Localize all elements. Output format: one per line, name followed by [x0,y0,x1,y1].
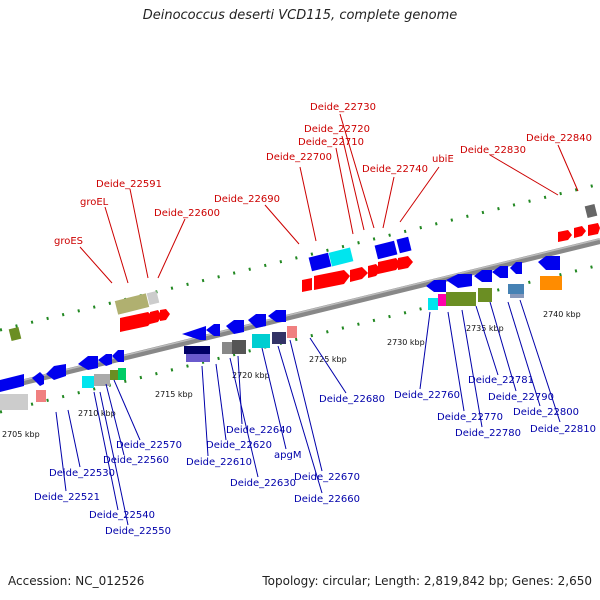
gene-label: Deide_22521 [34,492,100,503]
gene-label: Deide_22800 [513,407,579,418]
gene-label: Deide_22550 [105,526,171,537]
gene-label: Deide_22700 [266,152,332,163]
gene-label: Deide_22630 [230,478,296,489]
gene-label: apgM [274,450,301,461]
gene-label: Deide_22690 [214,194,280,205]
gene-label: Deide_22680 [319,394,385,405]
accession-text: Accession: NC_012526 [8,574,145,588]
gene-label: Deide_22830 [460,145,526,156]
gene-label: Deide_22640 [226,425,292,436]
gene-label: Deide_22530 [49,468,115,479]
lower-strand-genes [0,256,562,410]
upper-strand-genes [8,203,600,342]
gene-label: Deide_22730 [310,102,376,113]
kbp-label: 2725 kbp [309,355,347,364]
gene-label: Deide_22560 [103,455,169,466]
kbp-label: 2735 kbp [466,324,504,333]
gene-label: Deide_22720 [304,124,370,135]
kbp-label: 2715 kbp [155,390,193,399]
gene-label: Deide_22540 [89,510,155,521]
gene-label: Deide_22840 [526,133,592,144]
gene-label: Deide_22781 [468,375,534,386]
kbp-label: 2730 kbp [387,338,425,347]
gene-label: Deide_22770 [437,412,503,423]
gene-label: Deide_22670 [294,472,360,483]
gene-label: Deide_22710 [298,137,364,148]
gene-label: Deide_22780 [455,428,521,439]
gene-label: groES [54,236,83,247]
kbp-label: 2720 kbp [232,371,270,380]
genome-summary-text: Topology: circular; Length: 2,819,842 bp… [262,574,592,588]
gene-label: Deide_22740 [362,164,428,175]
gene-label: Deide_22760 [394,390,460,401]
gene-label: Deide_22600 [154,208,220,219]
gene-label: Deide_22620 [206,440,272,451]
map-title: Deinococcus deserti VCD115, complete gen… [142,8,458,23]
gene-label: Deide_22660 [294,494,360,505]
gene-label: Deide_22610 [186,457,252,468]
genome-backbone [0,238,600,391]
gene-label: groEL [80,197,109,208]
gene-label: ubiE [432,154,454,165]
kbp-label: 2740 kbp [543,310,581,319]
gene-label: Deide_22570 [116,440,182,451]
gene-label: Deide_22790 [488,392,554,403]
gene-label: Deide_22810 [530,424,596,435]
gene-label: Deide_22591 [96,179,162,190]
kbp-label: 2705 kbp [2,430,40,439]
kbp-label: 2710 kbp [78,409,116,418]
